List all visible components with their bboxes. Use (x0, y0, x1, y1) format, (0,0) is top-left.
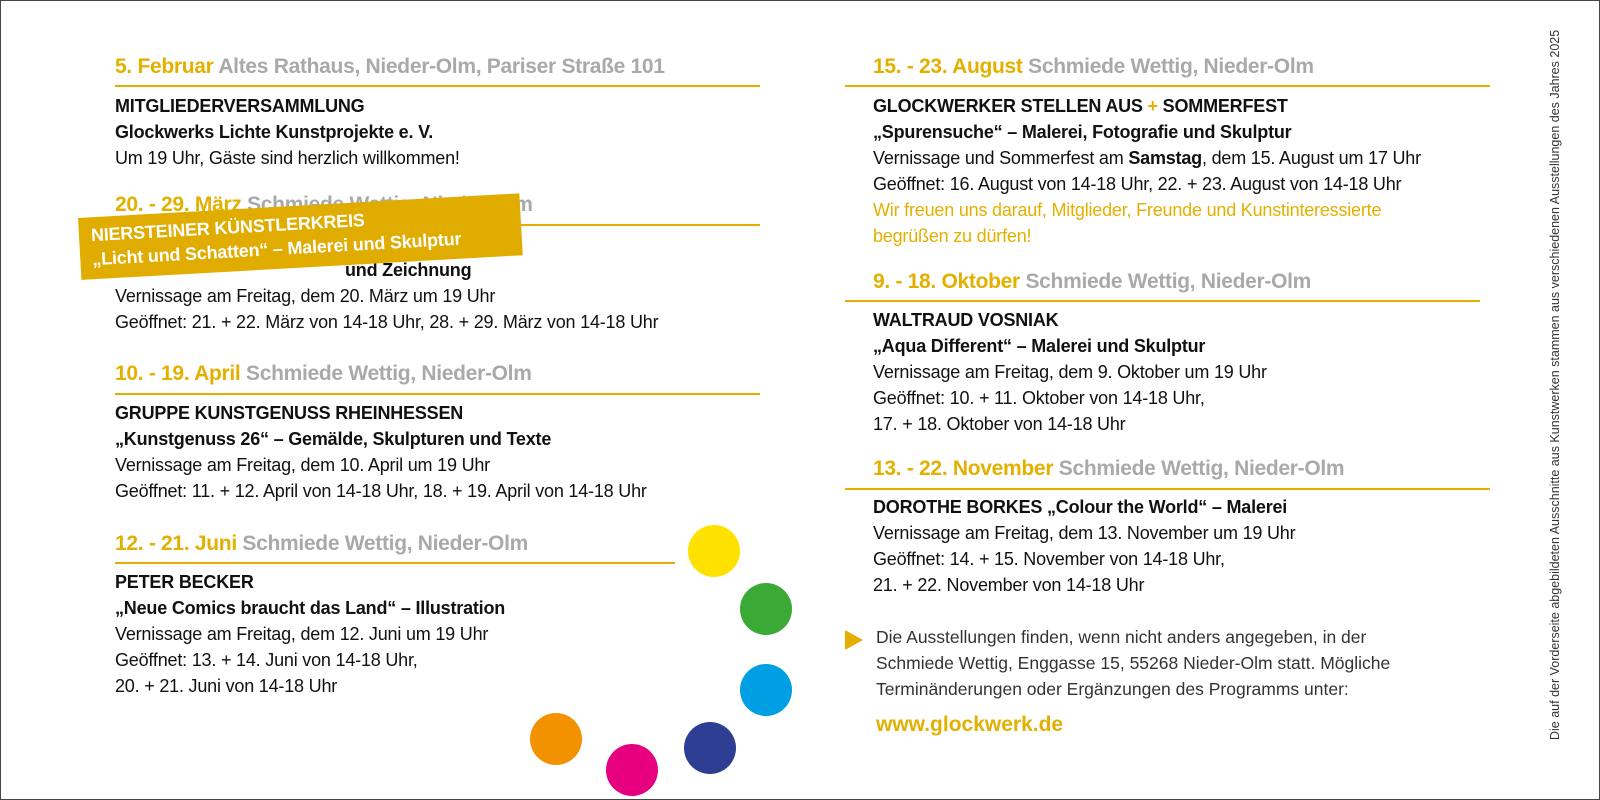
event-march: und Zeichnung Vernissage am Freitag, dem … (115, 260, 659, 332)
side-note: Die auf der Vorderseite abgebildeten Aus… (1548, 29, 1562, 740)
event-header-october: 9. - 18. Oktober Schmiede Wettig, Nieder… (873, 270, 1312, 293)
divider (115, 85, 760, 87)
event-june: PETER BECKER „Neue Comics braucht das Lan… (115, 572, 506, 696)
triangle-arrow-icon (845, 630, 863, 650)
divider (115, 393, 760, 395)
event-august: GLOCKWERKER STELLEN AUS + SOMMERFEST „Sp… (873, 96, 1421, 246)
event-header-february: 5. Februar Altes Rathaus, Nieder-Olm, Pa… (115, 55, 665, 78)
website-link[interactable]: www.glockwerk.de (876, 713, 1064, 736)
divider (845, 85, 1490, 87)
blue-dot (740, 664, 792, 716)
magenta-dot (606, 744, 658, 796)
orange-dot (530, 713, 582, 765)
venue-note: Die Ausstellungen finden, wenn nicht and… (876, 627, 1391, 699)
event-header-june: 12. - 21. Juni Schmiede Wettig, Nieder-O… (115, 532, 528, 555)
divider (115, 562, 675, 564)
navy-dot (684, 722, 736, 774)
event-header-august: 15. - 23. August Schmiede Wettig, Nieder… (873, 55, 1314, 78)
yellow-dot (688, 525, 740, 577)
event-november: DOROTHE BORKES „Colour the World“ – Male… (873, 497, 1296, 595)
event-february: MITGLIEDERVERSAMMLUNG Glockwerks Lichte K… (115, 96, 460, 168)
event-october: WALTRAUD VOSNIAK „Aqua Different“ – Maler… (873, 310, 1267, 434)
event-april: GRUPPE KUNSTGENUSS RHEINHESSEN „Kunstgenu… (115, 403, 647, 501)
event-header-november: 13. - 22. November Schmiede Wettig, Nied… (873, 457, 1345, 480)
divider (845, 488, 1490, 490)
divider (845, 300, 1480, 302)
event-header-april: 10. - 19. April Schmiede Wettig, Nieder-… (115, 362, 532, 385)
green-dot (740, 583, 792, 635)
